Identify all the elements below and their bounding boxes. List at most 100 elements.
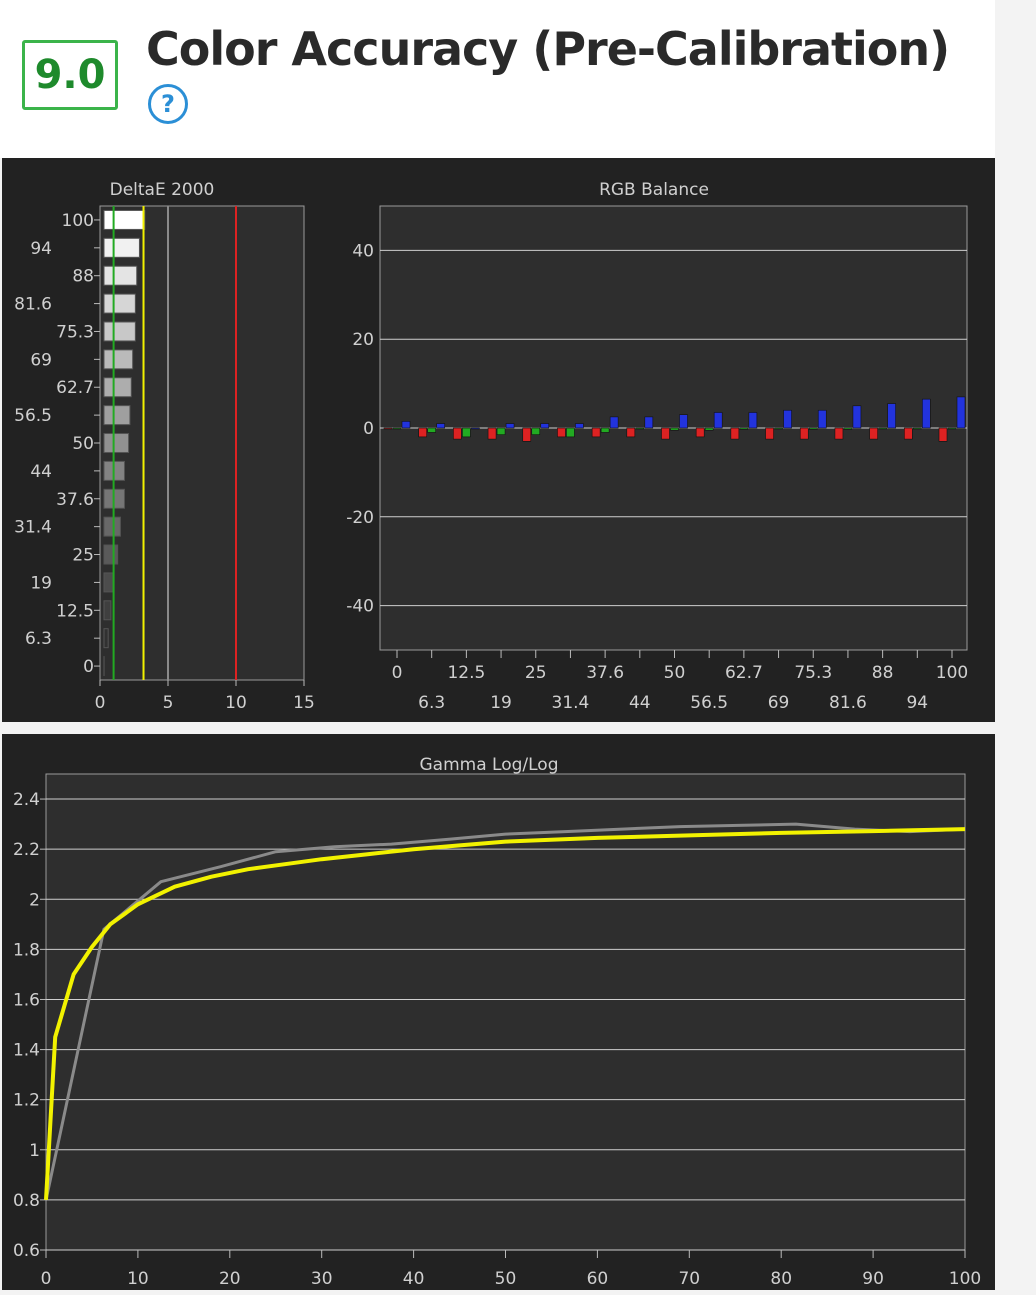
deltae-bar [104,210,145,229]
rgb-bar-red [488,428,496,439]
gamma-y-tick-label: 0.6 [13,1241,40,1261]
rgb-bar-red [800,428,808,439]
deltae-y-tick-label: 94 [30,239,52,259]
gamma-y-tick-label: 2.4 [13,790,40,810]
rgb-x-tick-label: 100 [936,663,968,683]
rgb-bar-blue [784,410,792,428]
rgb-bar-green [393,428,401,429]
deltae-y-tick-label: 88 [72,267,94,287]
rgb-bar-red [384,428,392,429]
deltae-y-tick-label: 50 [72,434,94,454]
rgb-bar-blue [541,424,549,428]
deltae-bar [104,517,120,536]
rgb-bar-green [948,428,956,429]
deltae-y-tick-label: 0 [83,657,94,677]
rgb-bar-red [870,428,878,439]
rgb-bar-red [835,428,843,439]
rgb-bar-red [453,428,461,439]
rgb-bar-red [939,428,947,441]
deltae-bar [104,350,133,369]
gamma-x-tick-label: 90 [862,1269,884,1289]
deltae-x-tick-label: 5 [163,693,174,713]
rgb-x-tick-label: 0 [392,663,403,683]
gamma-y-tick-label: 2 [29,890,40,910]
rgb-y-tick-label: -20 [346,508,374,528]
gamma-y-tick-label: 0.8 [13,1191,40,1211]
deltae-y-tick-label: 6.3 [25,629,52,649]
rgb-bar-blue [437,424,445,428]
deltae-bar [104,545,118,564]
deltae-bar [104,378,131,397]
rgb-x-tick-label: 31.4 [552,693,590,713]
deltae-y-tick-label: 81.6 [14,295,52,315]
deltae-x-tick-label: 10 [225,693,247,713]
rgb-bar-red [904,428,912,439]
rgb-x-tick-label: 25 [525,663,547,683]
rgb-x-tick-label: 75.3 [794,663,832,683]
rgb-bar-blue [922,399,930,428]
gamma-y-tick-label: 1 [29,1141,40,1161]
rgb-bar-blue [471,428,479,429]
rgb-x-tick-label: 56.5 [690,693,728,713]
rgb-bar-blue [853,406,861,428]
rgb-bar-green [497,428,505,435]
gamma-title: Gamma Log/Log [420,755,559,775]
deltae-x-tick-label: 0 [95,693,106,713]
rgb-bar-green [566,428,574,437]
deltae-bar [104,406,130,425]
deltae-y-tick-label: 100 [62,211,94,231]
rgb-bar-blue [714,412,722,428]
deltae-y-tick-label: 69 [30,350,52,370]
rgb-y-tick-label: 20 [352,330,374,350]
deltae-y-tick-label: 25 [72,546,94,566]
deltae-y-tick-label: 19 [30,573,52,593]
rgb-bar-green [671,428,679,430]
rgb-x-tick-label: 37.6 [586,663,624,683]
rgb-bar-green [705,428,713,430]
rgb-title: RGB Balance [599,180,709,200]
deltae-bar [104,601,111,620]
gamma-x-tick-label: 80 [770,1269,792,1289]
deltae-y-tick-label: 56.5 [14,406,52,426]
rgb-bar-blue [888,404,896,428]
rgb-bar-green [775,428,783,429]
rgb-bar-red [696,428,704,437]
rgb-y-tick-label: 40 [352,241,374,261]
rgb-x-tick-label: 81.6 [829,693,867,713]
deltae-y-tick-label: 31.4 [14,518,52,538]
rgb-bar-green [636,428,644,429]
rgb-bar-red [523,428,531,441]
rgb-bar-red [419,428,427,437]
deltae-bar [104,322,135,341]
gamma-y-tick-label: 1.6 [13,990,40,1010]
rgb-bar-red [557,428,565,437]
gamma-x-tick-label: 60 [587,1269,609,1289]
gamma-y-tick-label: 1.4 [13,1041,40,1061]
rgb-x-tick-label: 44 [629,693,651,713]
deltae-y-tick-label: 12.5 [56,601,94,621]
rgb-bar-red [731,428,739,439]
rgb-bar-green [879,428,887,429]
rgb-bar-red [766,428,774,439]
gamma-plot-area [46,774,965,1250]
rgb-x-tick-label: 62.7 [725,663,763,683]
gamma-x-tick-label: 20 [219,1269,241,1289]
rgb-bar-blue [957,397,965,428]
rgb-bar-blue [506,424,514,428]
help-icon[interactable]: ? [148,84,188,124]
rgb-x-tick-label: 19 [490,693,512,713]
deltae-y-tick-label: 62.7 [56,378,94,398]
deltae-title: DeltaE 2000 [110,180,215,200]
rgb-x-tick-label: 12.5 [447,663,485,683]
rgb-bar-blue [402,421,410,428]
deltae-bar [104,573,114,592]
rgb-x-tick-label: 69 [768,693,790,713]
rgb-y-tick-label: 0 [363,419,374,439]
page-margin [995,0,1036,1290]
deltae-y-tick-label: 75.3 [56,322,94,342]
gamma-x-tick-label: 50 [495,1269,517,1289]
rgb-bar-blue [575,424,583,428]
